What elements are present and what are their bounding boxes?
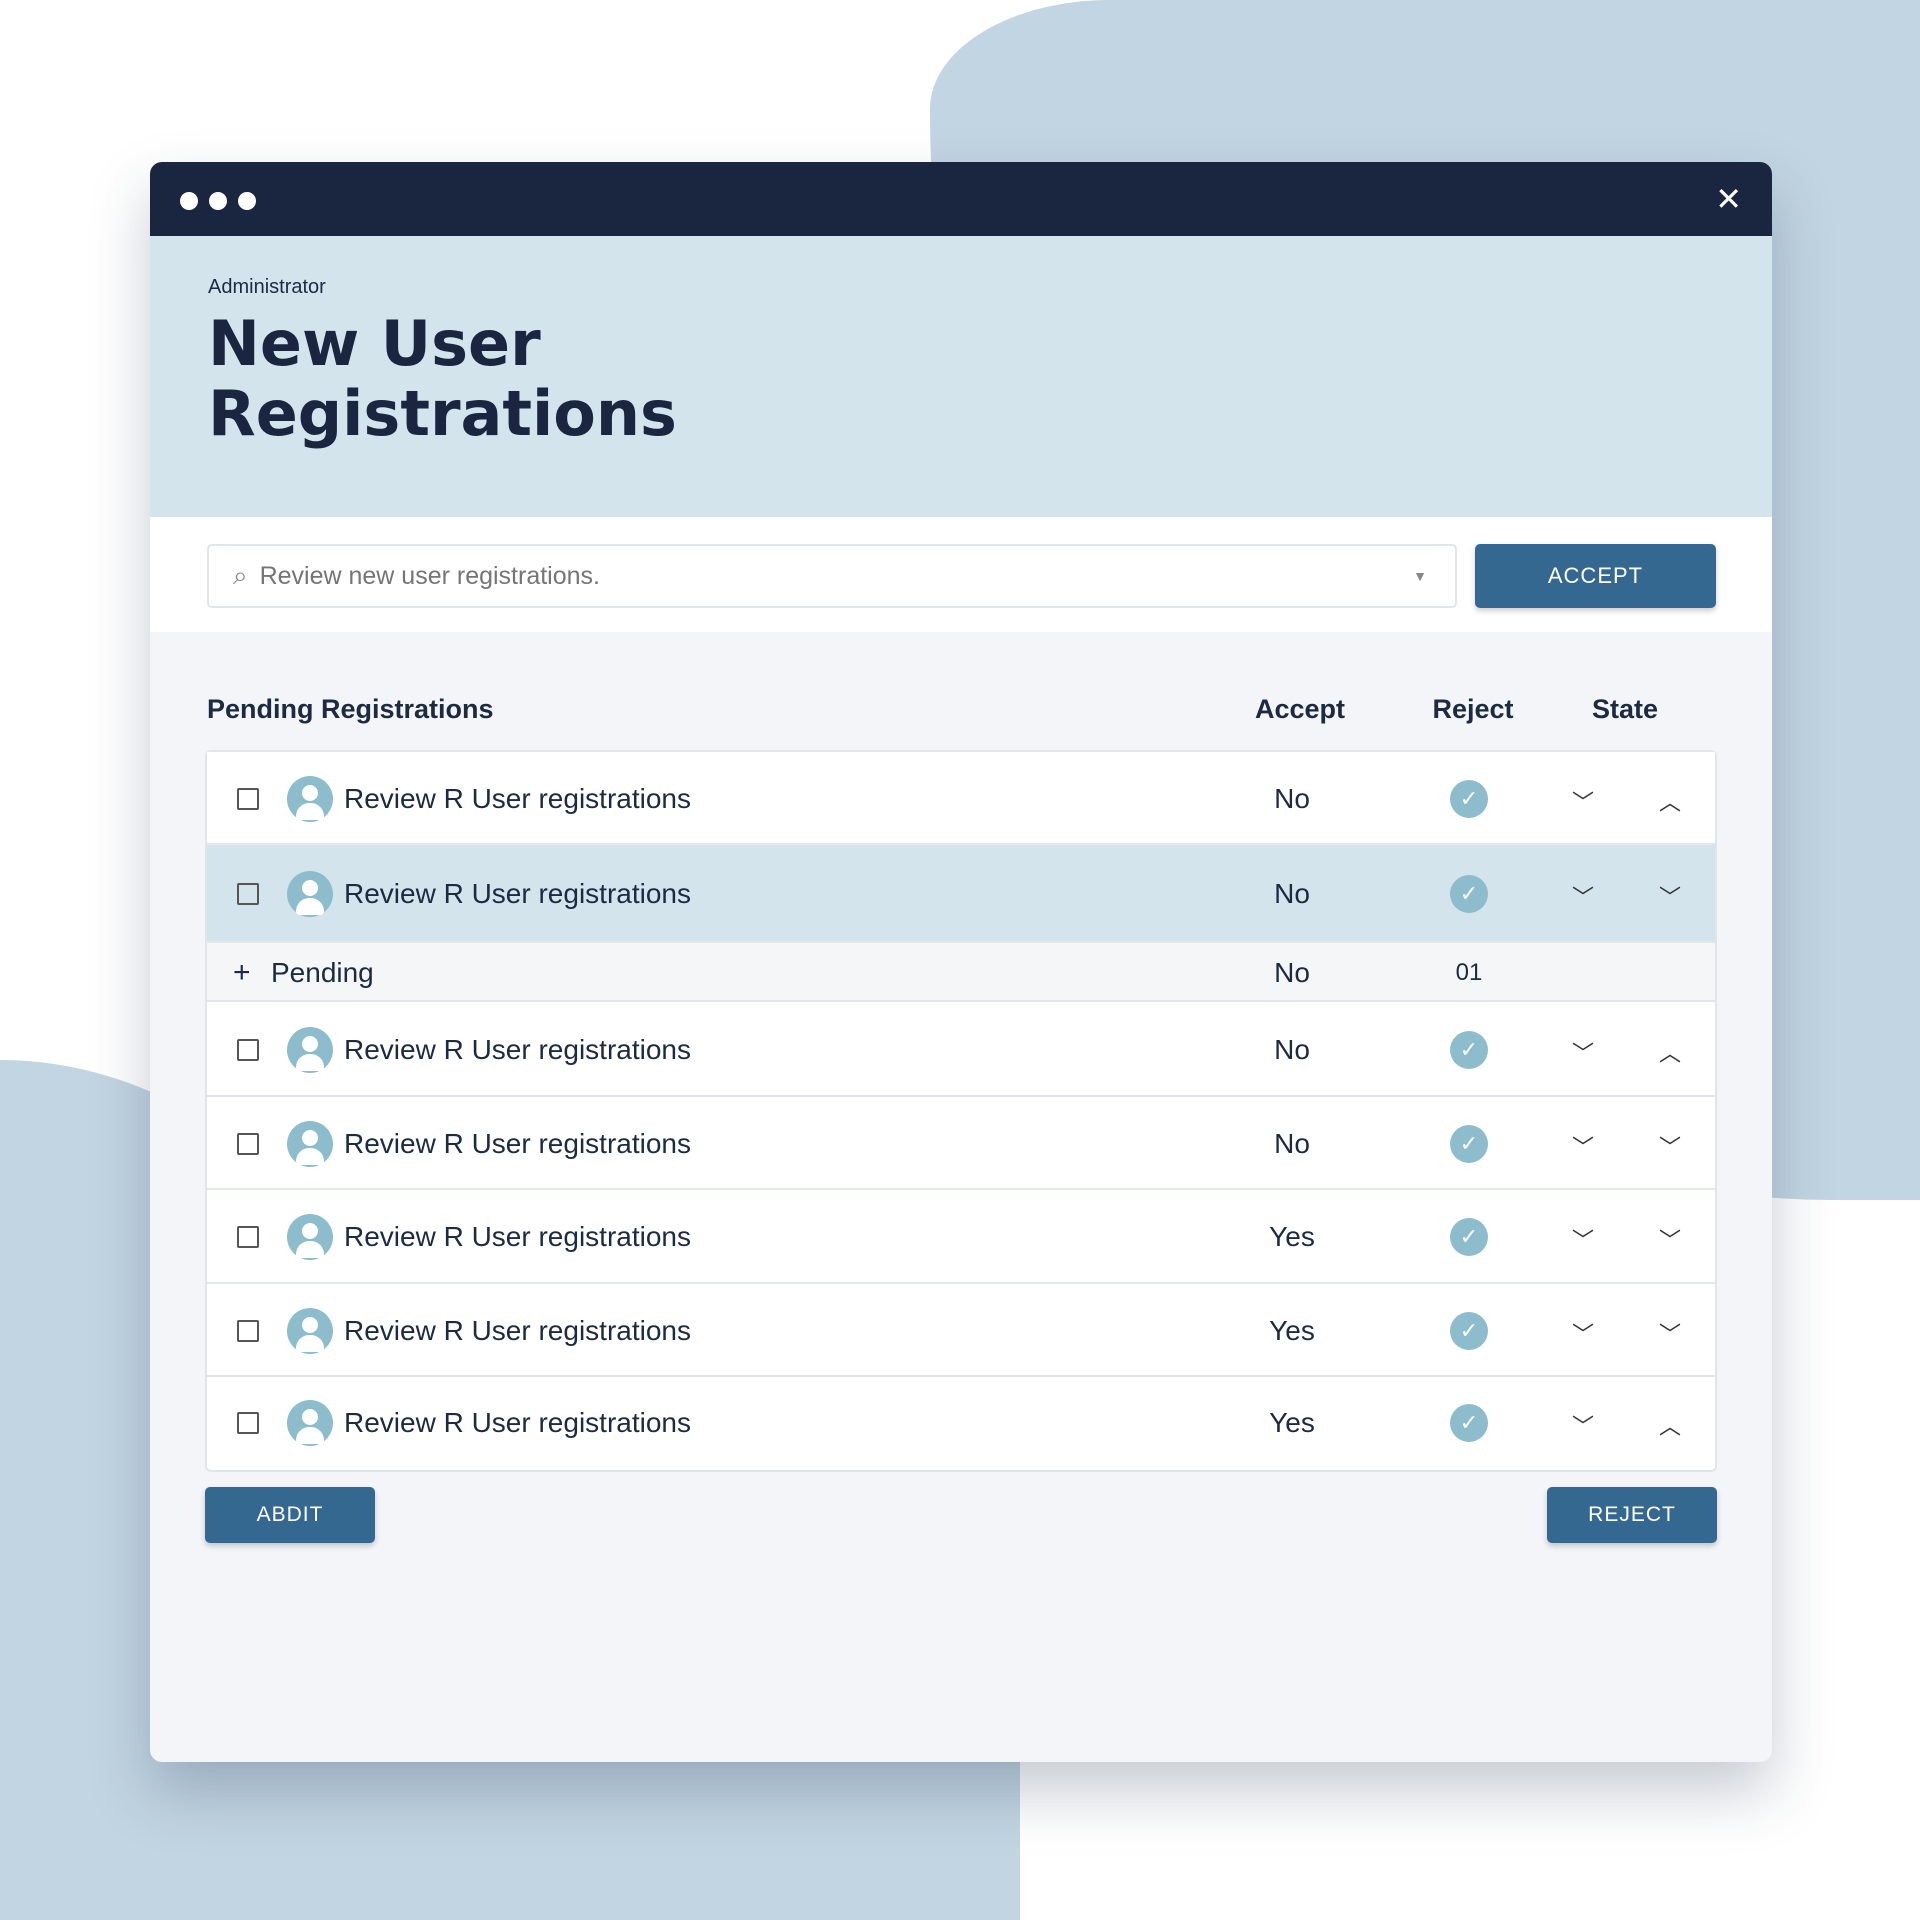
breadcrumb: Administrator: [208, 276, 326, 298]
abdit-button[interactable]: ABDIT: [205, 1487, 375, 1543]
table-row[interactable]: Review R User registrations No ✓ ﹀ ︿: [207, 752, 1715, 845]
window-dot-icon[interactable]: [209, 192, 227, 210]
table-title: Pending Registrations: [207, 694, 494, 724]
chevron-down-icon[interactable]: ﹀: [1572, 1413, 1595, 1439]
registration-name: Review R User registrations: [344, 1127, 691, 1159]
accept-value: Yes: [1269, 1314, 1315, 1346]
avatar: [287, 1307, 333, 1354]
check-circle-icon[interactable]: ✓: [1450, 1311, 1488, 1350]
group-label: Pending: [271, 956, 374, 988]
chevron-down-icon[interactable]: ﹀: [1572, 885, 1595, 910]
check-circle-icon[interactable]: ✓: [1450, 779, 1488, 818]
expand-plus-icon[interactable]: +: [233, 955, 251, 989]
chevron-down-icon[interactable]: ﹀: [1659, 1321, 1682, 1347]
chevron-down-icon[interactable]: ﹀: [1659, 1228, 1682, 1253]
accept-value: No: [1274, 782, 1310, 814]
avatar: [287, 1214, 333, 1260]
registration-name: Review R User registrations: [344, 782, 691, 814]
window-dot-icon[interactable]: [180, 192, 198, 210]
avatar: [287, 1120, 333, 1167]
search-input[interactable]: [259, 561, 1414, 591]
table-row[interactable]: Review R User registrations No ✓ ﹀ ﹀: [207, 845, 1715, 943]
accept-value: Yes: [1269, 1221, 1315, 1252]
dropdown-caret-icon[interactable]: ▼: [1413, 568, 1427, 584]
avatar: [287, 1399, 333, 1446]
chevron-down-icon[interactable]: ﹀: [1572, 1040, 1595, 1066]
table-row[interactable]: Review R User registrations Yes ✓ ﹀ ︿: [207, 1377, 1715, 1468]
chevron-down-icon[interactable]: ﹀: [1572, 1228, 1595, 1253]
chevron-up-icon[interactable]: ︿: [1659, 789, 1682, 815]
table-row[interactable]: Review R User registrations No ✓ ﹀ ︿: [207, 1002, 1715, 1097]
reject-value: 01: [1455, 958, 1483, 986]
app-window: ✕ Administrator New User Registrations ⌕ …: [150, 162, 1772, 1762]
accept-value: No: [1274, 956, 1310, 988]
reject-button[interactable]: REJECT: [1547, 1487, 1717, 1543]
check-circle-icon[interactable]: ✓: [1450, 875, 1488, 913]
column-header-accept: Accept: [1254, 694, 1346, 724]
avatar: [287, 871, 333, 917]
check-circle-icon[interactable]: ✓: [1450, 1218, 1488, 1256]
accept-value: Yes: [1269, 1406, 1315, 1438]
chevron-down-icon[interactable]: ﹀: [1659, 1134, 1682, 1160]
search-field[interactable]: ⌕ ▼: [207, 544, 1457, 608]
accept-value: No: [1274, 878, 1310, 909]
close-icon[interactable]: ✕: [1715, 181, 1742, 217]
chevron-down-icon[interactable]: ﹀: [1572, 1134, 1595, 1160]
avatar: [287, 1026, 333, 1073]
chevron-up-icon[interactable]: ︿: [1659, 1413, 1682, 1439]
table-row[interactable]: Review R User registrations Yes ✓ ﹀ ﹀: [207, 1284, 1715, 1377]
registration-name: Review R User registrations: [344, 1221, 691, 1252]
check-circle-icon[interactable]: ✓: [1450, 1403, 1488, 1442]
search-section: ⌕ ▼ ACCEPT: [150, 517, 1772, 632]
chevron-down-icon[interactable]: ﹀: [1572, 789, 1595, 815]
page-title: New User Registrations: [208, 307, 677, 450]
row-checkbox[interactable]: [237, 1319, 259, 1342]
registration-name: Review R User registrations: [344, 878, 691, 909]
page-header: Administrator New User Registrations: [150, 236, 1772, 517]
pending-group-row[interactable]: + Pending No 01: [207, 943, 1715, 1002]
column-header-reject: Reject: [1432, 694, 1514, 724]
row-checkbox[interactable]: [237, 883, 259, 905]
accept-button[interactable]: ACCEPT: [1475, 544, 1716, 608]
avatar: [287, 775, 333, 822]
row-checkbox[interactable]: [237, 787, 259, 810]
window-dot-icon[interactable]: [238, 192, 256, 210]
check-circle-icon[interactable]: ✓: [1450, 1124, 1488, 1163]
accept-value: No: [1274, 1033, 1310, 1065]
registrations-table: Review R User registrations No ✓ ﹀ ︿ Rev…: [205, 750, 1717, 1472]
registration-name: Review R User registrations: [344, 1033, 691, 1065]
table-row[interactable]: Review R User registrations Yes ✓ ﹀ ﹀: [207, 1190, 1715, 1284]
row-checkbox[interactable]: [237, 1411, 259, 1434]
chevron-up-icon[interactable]: ︿: [1659, 1040, 1682, 1066]
chevron-down-icon[interactable]: ﹀: [1572, 1321, 1595, 1347]
column-header-state: State: [1591, 694, 1659, 724]
check-circle-icon[interactable]: ✓: [1450, 1030, 1488, 1069]
table-row[interactable]: Review R User registrations No ✓ ﹀ ﹀: [207, 1097, 1715, 1190]
search-icon: ⌕: [233, 560, 248, 590]
registration-name: Review R User registrations: [344, 1406, 691, 1438]
title-bar: ✕: [150, 162, 1772, 236]
row-checkbox[interactable]: [237, 1132, 259, 1155]
accept-value: No: [1274, 1127, 1310, 1159]
chevron-down-icon[interactable]: ﹀: [1659, 885, 1682, 910]
registration-name: Review R User registrations: [344, 1314, 691, 1346]
row-checkbox[interactable]: [237, 1226, 259, 1248]
row-checkbox[interactable]: [237, 1038, 259, 1061]
